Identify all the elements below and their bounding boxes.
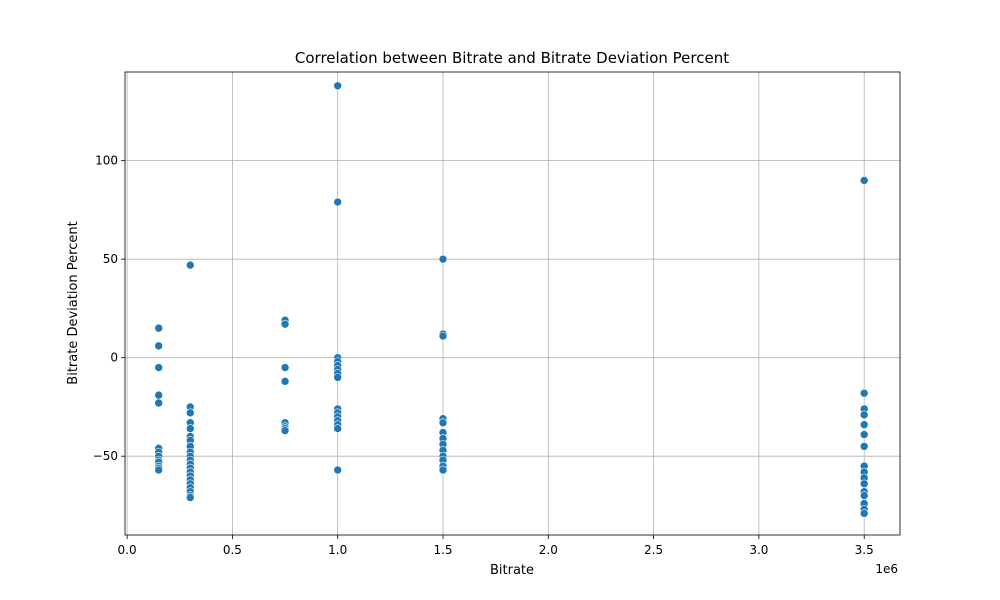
x-axis: 0.0 0.5 1.0 1.5 2.0 2.5 3.0 3.5 bbox=[118, 535, 874, 557]
data-point bbox=[154, 390, 163, 400]
data-point bbox=[280, 377, 290, 386]
data-point bbox=[859, 509, 869, 518]
x-tick-label: 1.5 bbox=[433, 543, 452, 557]
x-tick-label: 0.0 bbox=[118, 543, 137, 557]
data-point bbox=[859, 479, 869, 489]
y-axis: −50 0 50 100 bbox=[93, 154, 125, 463]
data-point bbox=[185, 493, 195, 502]
scatter-points bbox=[154, 81, 869, 518]
data-point bbox=[333, 81, 343, 91]
data-point bbox=[859, 176, 869, 185]
data-point bbox=[154, 323, 163, 333]
data-point bbox=[333, 197, 343, 207]
data-point bbox=[438, 465, 448, 475]
data-point bbox=[154, 465, 163, 475]
data-point bbox=[280, 363, 290, 372]
data-point bbox=[438, 418, 448, 427]
data-point bbox=[185, 408, 195, 418]
data-point bbox=[333, 373, 343, 382]
data-point bbox=[438, 254, 448, 264]
data-point bbox=[154, 398, 163, 408]
y-tick-label: 100 bbox=[95, 154, 118, 168]
x-tick-label: 3.5 bbox=[855, 543, 874, 557]
x-tick-label: 3.0 bbox=[749, 543, 768, 557]
x-tick-label: 2.0 bbox=[539, 543, 558, 557]
y-tick-label: 50 bbox=[103, 252, 118, 266]
data-point bbox=[859, 442, 869, 451]
data-point bbox=[859, 388, 869, 398]
grid bbox=[125, 72, 900, 535]
x-axis-label: Bitrate bbox=[490, 563, 534, 578]
plot-frame bbox=[124, 71, 901, 536]
data-point bbox=[859, 491, 869, 500]
x-tick-label: 2.5 bbox=[644, 543, 663, 557]
data-point bbox=[333, 465, 343, 475]
data-point bbox=[859, 420, 869, 429]
data-point bbox=[280, 319, 290, 329]
x-axis-offset-text: 1e6 bbox=[875, 562, 898, 576]
y-tick-label: −50 bbox=[93, 449, 118, 463]
y-tick-label: 0 bbox=[110, 351, 118, 365]
data-point bbox=[859, 430, 869, 439]
data-point bbox=[154, 341, 163, 351]
chart-title: Correlation between Bitrate and Bitrate … bbox=[295, 49, 729, 67]
data-point bbox=[859, 410, 869, 420]
data-point bbox=[438, 331, 448, 341]
x-tick-label: 0.5 bbox=[223, 543, 242, 557]
data-point bbox=[154, 363, 163, 372]
x-tick-label: 1.0 bbox=[328, 543, 347, 557]
data-point bbox=[185, 424, 195, 433]
data-point bbox=[185, 260, 195, 270]
data-point bbox=[280, 426, 290, 435]
y-axis-label: Bitrate Deviation Percent bbox=[66, 221, 81, 384]
data-point bbox=[333, 424, 343, 433]
